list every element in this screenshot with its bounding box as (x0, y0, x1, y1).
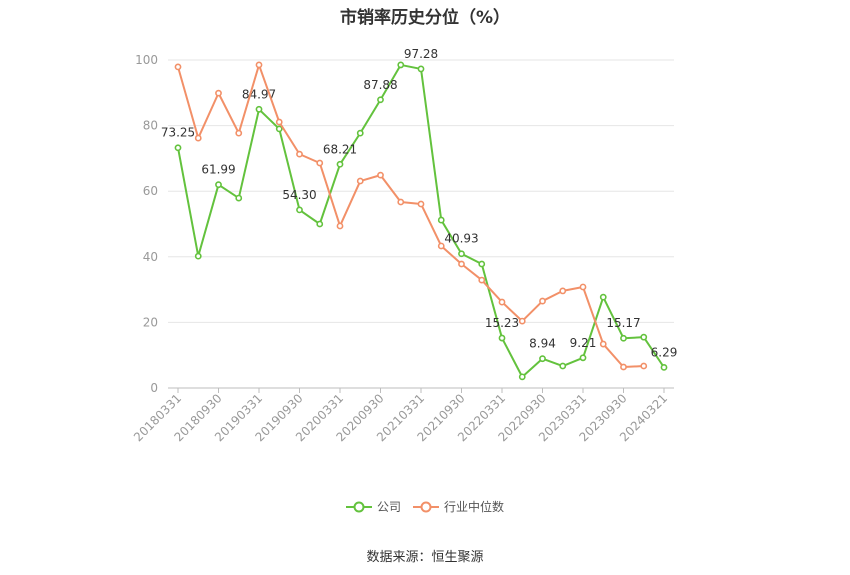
data-label: 15.17 (606, 316, 640, 330)
data-point (579, 354, 587, 362)
data-point (539, 355, 546, 363)
data-point (559, 362, 567, 370)
y-gridlines (168, 59, 674, 323)
series-line (177, 63, 665, 378)
data-label: 73.25 (161, 126, 195, 140)
data-point (296, 206, 303, 214)
y-tick-label: 20 (143, 315, 158, 329)
data-point (336, 222, 344, 230)
data-point (174, 144, 182, 152)
data-label: 54.30 (282, 188, 316, 202)
legend-marker-company (345, 501, 372, 512)
legend-label-industry-median: 行业中位数 (444, 500, 505, 514)
data-point (275, 125, 283, 133)
data-label: 15.23 (485, 316, 519, 330)
data-point (356, 177, 364, 185)
data-point (194, 252, 202, 260)
y-tick-label: 40 (143, 250, 158, 264)
data-point (620, 334, 627, 342)
data-point (255, 61, 263, 69)
data-source-note: 数据来源：恒生聚源 (366, 550, 484, 565)
data-label: 40.93 (444, 232, 478, 246)
data-point (478, 276, 486, 284)
data-point (599, 340, 607, 348)
data-point (275, 118, 283, 126)
data-point (518, 373, 526, 381)
data-point (599, 293, 607, 301)
data-point (356, 129, 364, 137)
y-tick-label: 80 (143, 119, 158, 133)
data-point (397, 198, 405, 206)
data-point (235, 129, 243, 137)
data-label: 87.88 (363, 78, 397, 92)
y-tick-label: 100 (135, 53, 158, 67)
data-point (640, 333, 648, 341)
data-label: 97.28 (404, 47, 438, 61)
data-label: 6.29 (651, 345, 678, 359)
series-line (177, 63, 645, 369)
data-point (458, 260, 465, 268)
data-point (235, 194, 243, 202)
data-point (397, 61, 405, 69)
y-axis-labels: 0 20 40 60 80 100 (135, 53, 158, 395)
series-1 (174, 61, 648, 371)
data-label: 8.94 (529, 337, 556, 351)
legend-item-company[interactable]: 公司 (345, 498, 401, 515)
data-point (417, 65, 425, 73)
data-point (518, 317, 526, 325)
series-0: 73.2561.9984.9754.3068.2187.8897.2840.93… (161, 47, 678, 381)
legend-label-company: 公司 (376, 500, 401, 514)
data-point (174, 63, 182, 71)
data-point (296, 150, 303, 158)
data-point (255, 105, 263, 113)
data-point (377, 96, 384, 104)
legend-item-industry-median[interactable]: 行业中位数 (413, 498, 504, 515)
data-point (620, 363, 627, 371)
data-point (640, 362, 648, 370)
data-point (579, 283, 587, 291)
data-point (437, 216, 445, 224)
data-point (660, 363, 668, 371)
data-point (498, 298, 506, 306)
data-point (316, 159, 324, 167)
data-point (437, 242, 445, 250)
data-point (559, 287, 567, 295)
data-point (417, 200, 425, 208)
data-label: 68.21 (323, 142, 357, 156)
y-tick-label: 60 (143, 184, 158, 198)
data-label: 9.21 (570, 336, 597, 350)
data-point (377, 171, 384, 179)
data-label: 61.99 (201, 163, 235, 177)
data-point (539, 297, 546, 305)
data-point (498, 334, 506, 342)
y-tick-label: 0 (150, 381, 158, 395)
data-point (215, 89, 222, 97)
legend-marker-industry-median (413, 501, 439, 512)
data-point (458, 250, 465, 258)
chart-title: 市销率历史分位（%） (339, 8, 511, 28)
data-point (478, 260, 486, 268)
data-point (194, 134, 202, 142)
data-point (336, 160, 344, 168)
x-axis: 2018033120180930201903312019093020200331… (131, 387, 674, 444)
data-point (215, 181, 222, 189)
chart-legend: 公司 行业中位数 (0, 498, 850, 515)
data-point (316, 220, 324, 228)
